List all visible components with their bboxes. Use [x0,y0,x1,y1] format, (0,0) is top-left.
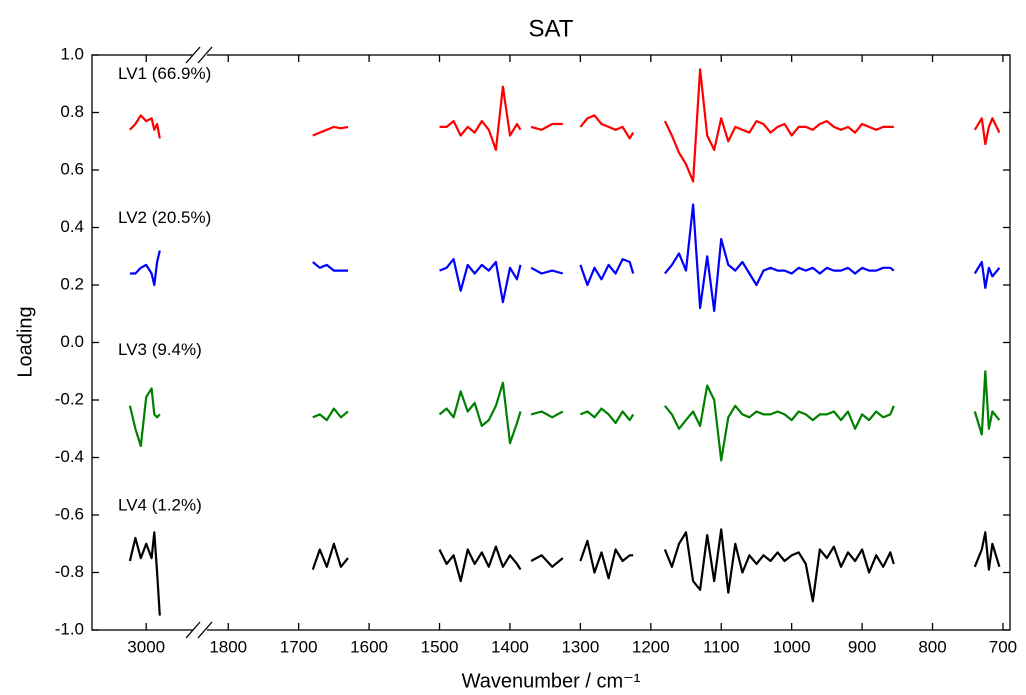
series-label: LV3 (9.4%) [118,340,202,359]
y-tick-label: 1.0 [60,44,84,63]
y-tick-label: 0.4 [60,217,84,236]
plot-frame [91,54,1011,631]
y-tick-label: -0.2 [55,389,84,408]
x-tick-label: 1000 [773,637,811,656]
x-tick-label: 1400 [491,637,529,656]
series-line [128,528,1001,616]
x-tick-label: 1800 [209,637,247,656]
series-label: LV1 (66.9%) [118,64,211,83]
y-tick-label: -0.6 [55,504,84,523]
x-tick-label: 1300 [561,637,599,656]
y-tick-label: -0.8 [55,562,84,581]
x-tick-label: 1600 [350,637,388,656]
series-label: LV2 (20.5%) [118,208,211,227]
x-tick-label: 1700 [280,637,318,656]
y-tick-label: 0.8 [60,102,84,121]
axis-break [185,45,213,640]
series-line [129,203,1001,312]
x-tick-label: 1500 [421,637,459,656]
series-line [129,68,1001,183]
x-tick-label: 3000 [127,637,165,656]
x-tick-label: 800 [918,637,946,656]
series-label: LV4 (1.2%) [118,495,202,514]
x-tick-label: 900 [848,637,876,656]
y-tick-label: 0.2 [60,274,84,293]
series-line [128,370,1001,462]
x-axis-label: Wavenumber / cm⁻¹ [462,670,641,692]
y-tick-label: -0.4 [55,447,84,466]
chart-title: SAT [529,15,574,42]
y-tick-label: 0.0 [60,332,84,351]
y-tick-label: 0.6 [60,159,84,178]
y-tick-label: -1.0 [55,619,84,638]
x-tick-label: 1200 [632,637,670,656]
y-axis-label: Loading [14,306,36,377]
x-tick-label: 700 [989,637,1017,656]
x-tick-label: 1100 [703,637,740,656]
